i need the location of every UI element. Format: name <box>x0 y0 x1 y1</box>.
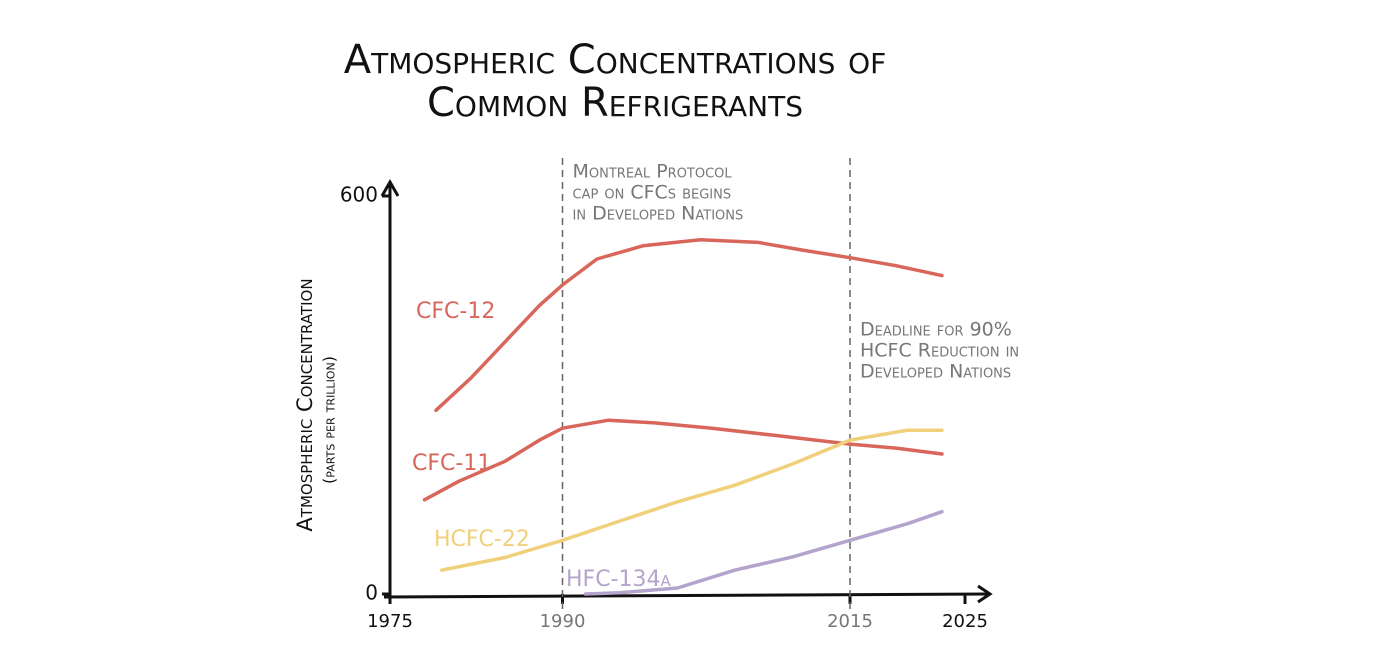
x-tick-label: 2025 <box>942 611 988 632</box>
x-tick-label: 1975 <box>367 611 413 632</box>
annotation-text: Deadline for 90% <box>860 319 1012 341</box>
chart-title: Atmospheric Concentrations of <box>344 37 887 83</box>
y-axis-label: (parts per trillion) <box>320 356 339 484</box>
series-line <box>583 509 944 596</box>
annotation-text: Developed Nations <box>860 361 1011 383</box>
y-axis-arrow <box>380 178 400 197</box>
annotation-text: cap on CFCs begins <box>573 182 732 204</box>
series-label: CFC-12 <box>416 299 495 324</box>
series-line <box>440 428 944 572</box>
x-axis-arrow <box>977 584 993 604</box>
annotation-text: in Developed Nations <box>573 203 744 225</box>
chart-title: Common Refrigerants <box>427 80 803 126</box>
x-axis <box>383 592 989 599</box>
y-tick-label: 0 <box>365 581 378 605</box>
series-label: HCFC-22 <box>434 527 530 552</box>
annotation-text: Montreal Protocol <box>573 161 733 183</box>
x-tick-label: 1990 <box>540 611 586 632</box>
y-tick-label: 600 <box>340 183 378 207</box>
series-label: HFC-134a <box>566 567 671 592</box>
y-axis-label: Atmospheric Concentration <box>293 278 317 531</box>
x-tick-label: 2015 <box>827 611 873 632</box>
series-label: CFC-11 <box>412 451 491 476</box>
series-line <box>434 238 944 413</box>
series-line <box>422 418 944 502</box>
annotation-text: HCFC Reduction in <box>860 340 1019 362</box>
